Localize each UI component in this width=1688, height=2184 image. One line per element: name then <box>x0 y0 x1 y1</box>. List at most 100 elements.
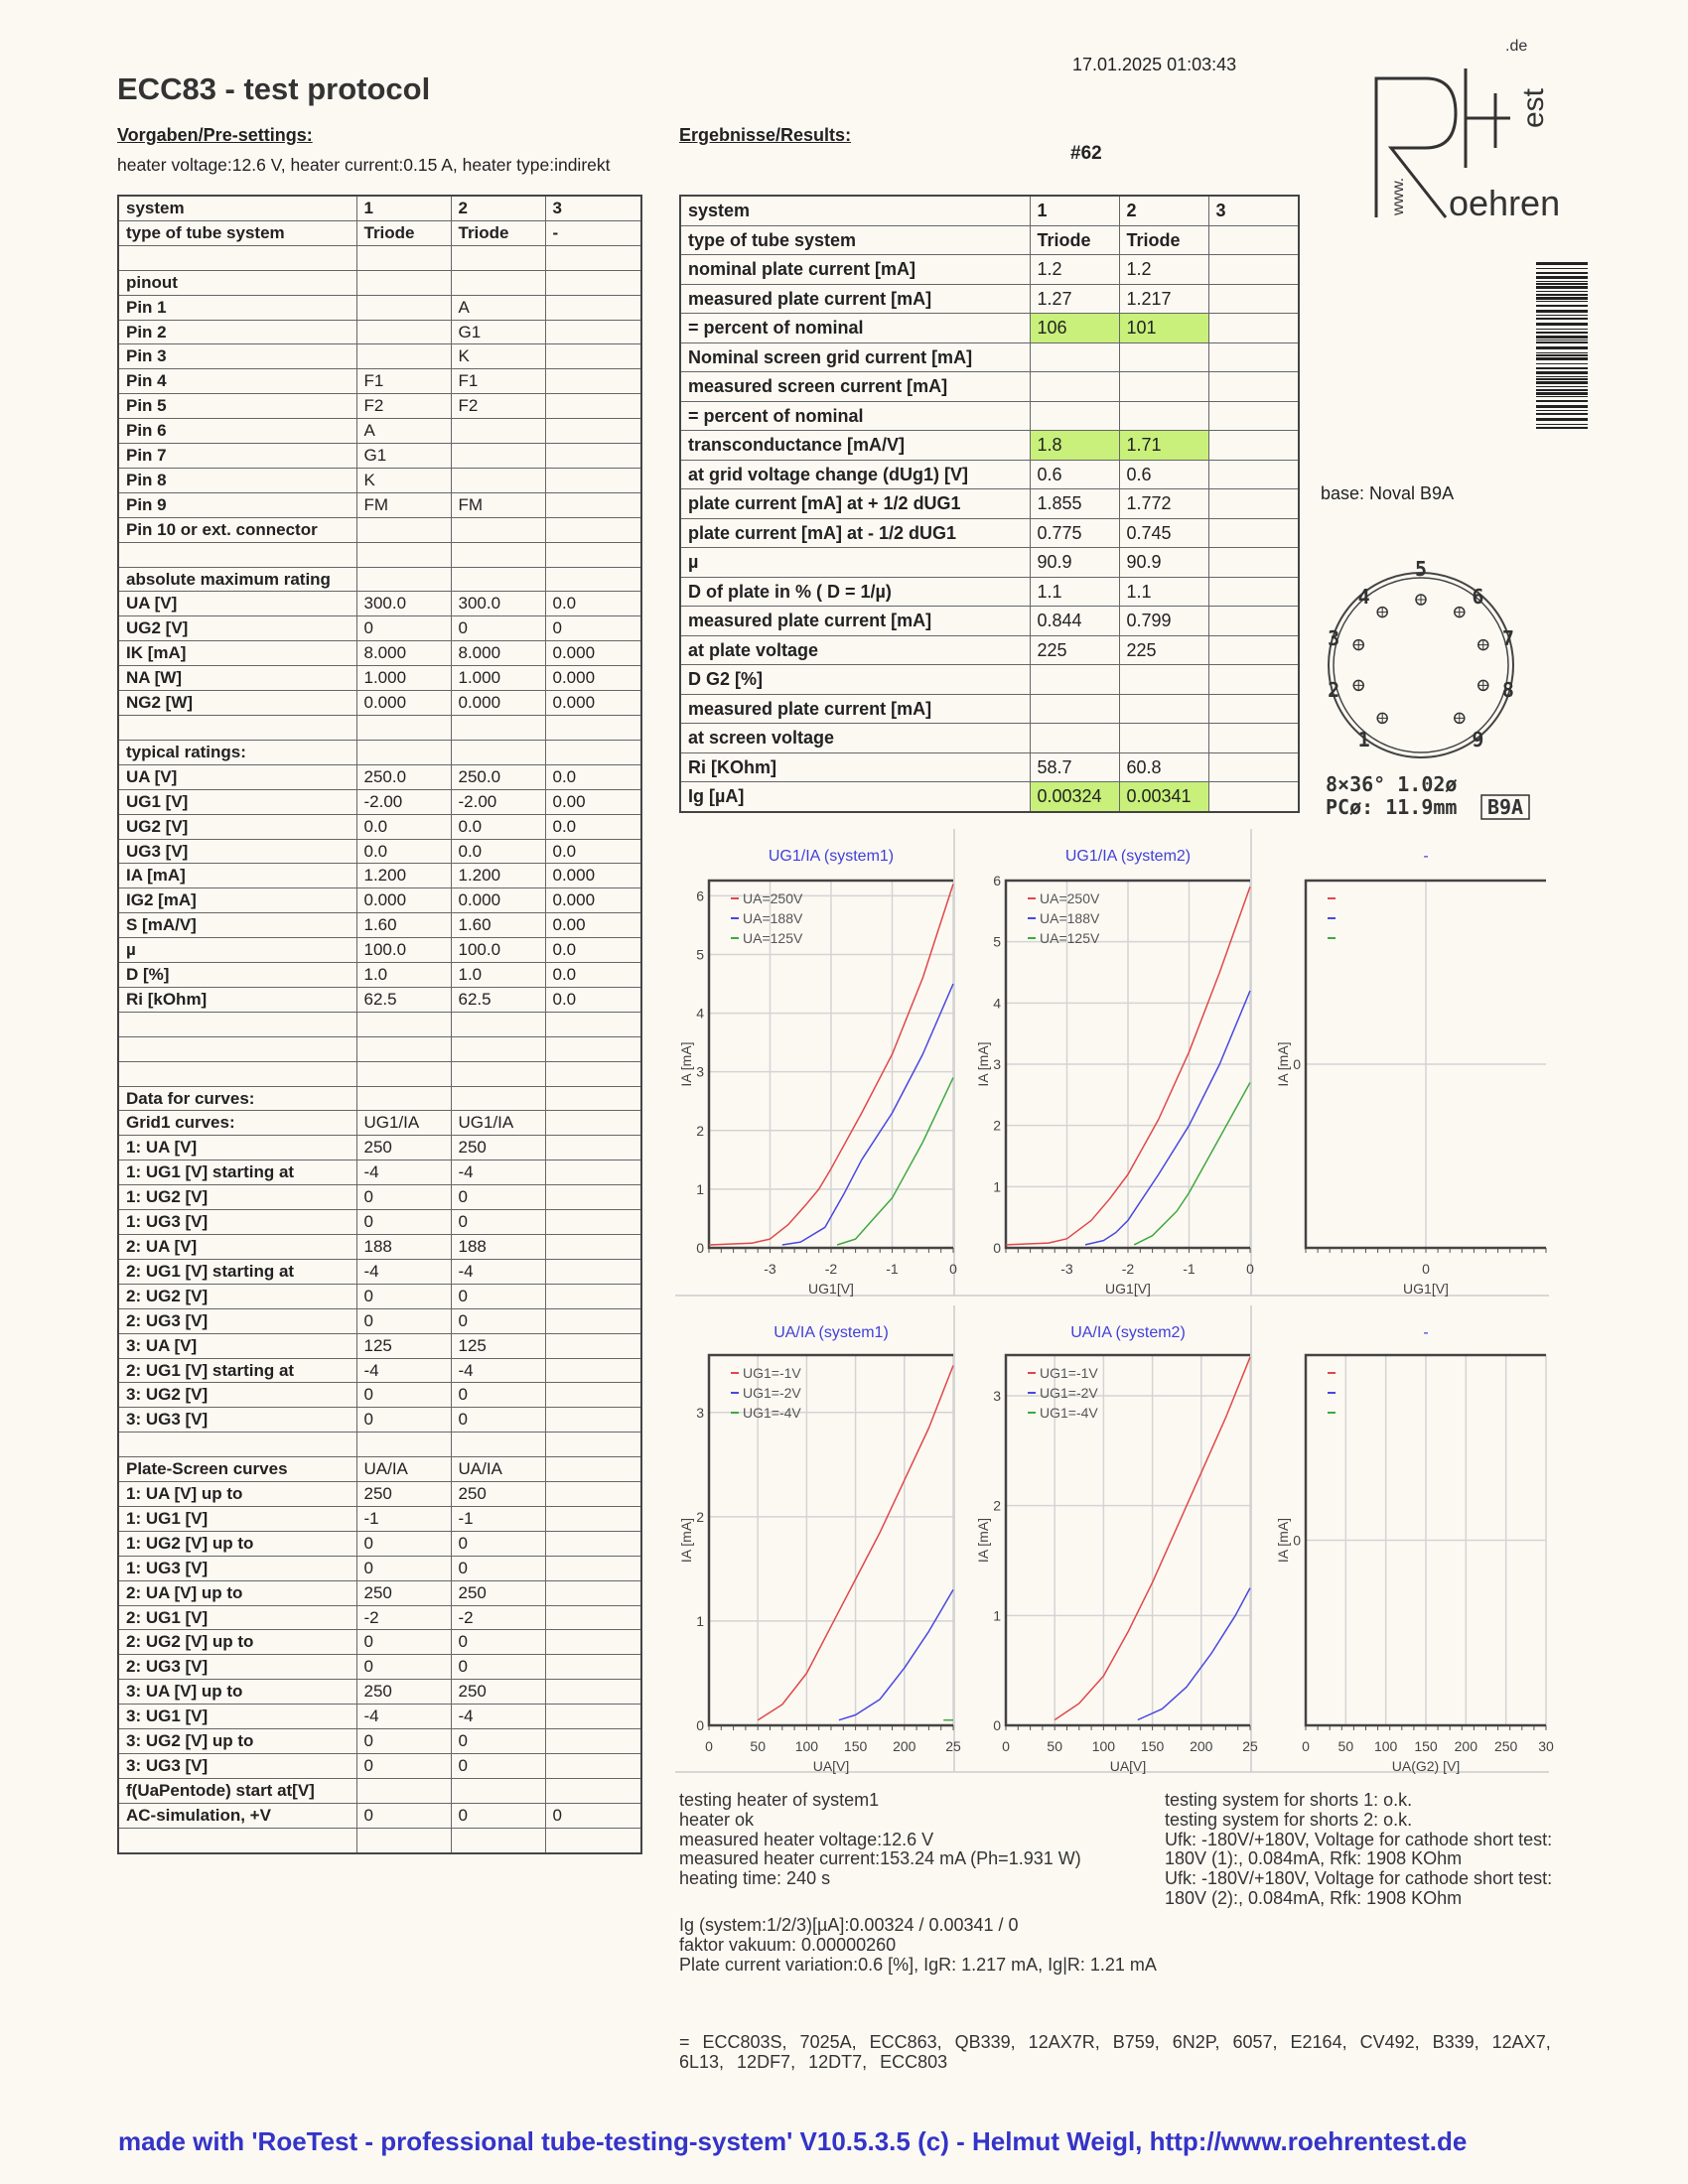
barcode-bar <box>1536 323 1588 326</box>
table-row: 1: UG3 [V] 0 0 <box>117 1555 642 1581</box>
value-cell-system-3 <box>1207 781 1300 812</box>
value-cell-system-2 <box>450 443 546 469</box>
value-cell-system-3 <box>544 739 642 765</box>
value-cell-system-1: 250 <box>355 1679 452 1706</box>
series-line-2 <box>1137 1587 1251 1721</box>
value-cell-system-3 <box>1207 517 1300 548</box>
x-tick-label: 200 <box>1455 1738 1478 1754</box>
table-row: D G2 [%] <box>679 664 1300 695</box>
value-cell-system-2: G1 <box>450 319 546 345</box>
base-spec-angle: 8×36° 1.02ø <box>1326 772 1457 796</box>
value-cell-system-3: 0.0 <box>544 986 642 1013</box>
table-row: measured screen current [mA] <box>679 371 1300 402</box>
info-line: heating time: 240 s <box>679 1868 831 1889</box>
barcode-bar <box>1536 305 1588 307</box>
row-label: 2: UG2 [V] <box>117 1283 357 1309</box>
value-cell-system-3 <box>1207 400 1300 431</box>
value-cell-system-1 <box>1029 723 1120 753</box>
value-cell-system-3 <box>544 1579 642 1606</box>
table-row: 1: UA [V] up to 250 250 <box>117 1481 642 1507</box>
barcode-bar <box>1536 346 1588 349</box>
value-cell-system-2 <box>1118 664 1209 695</box>
info-line: Ufk: -180V/+180V, Voltage for cathode sh… <box>1165 1829 1553 1849</box>
value-cell-system-1 <box>355 1060 452 1087</box>
table-row: NA [W] 1.000 1.000 0.000 <box>117 665 642 692</box>
value-cell-system-3 <box>544 393 642 420</box>
value-cell-system-1: UA/IA <box>355 1456 452 1483</box>
row-label: 3: UG3 [V] <box>117 1752 357 1779</box>
base-label: base: Noval B9A <box>1321 483 1455 503</box>
legend-label: UA=125V <box>1040 930 1100 946</box>
value-cell-system-2: 1.200 <box>450 863 546 889</box>
row-label: 2: UG1 [V] starting at <box>117 1357 357 1384</box>
value-cell-system-2: 0.000 <box>450 690 546 716</box>
legend-label: UA=188V <box>1040 910 1100 926</box>
chart-1: UG1/IA (system1) 0 1 2 3 4 5 6 -3 -2 -1 0 UG1[V] IA [… <box>678 848 957 1297</box>
info-line: Ig (system:1/2/3)[µA]:0.00324 / 0.00341 … <box>679 1915 1019 1935</box>
value-cell-system-3 <box>544 1505 642 1532</box>
table-row: Grid1 curves: UG1/IA UG1/IA <box>117 1110 642 1137</box>
table-row: system 1 2 3 <box>679 195 1300 226</box>
value-cell-system-2: 0.00341 <box>1118 781 1209 812</box>
table-row: 1: UA [V] 250 250 <box>117 1135 642 1161</box>
roehrentest-logo: .de est www. oehren <box>1374 38 1560 223</box>
series-line-2 <box>781 983 954 1246</box>
chart-title: UG1/IA (system2) <box>1065 848 1191 865</box>
value-cell-system-1: -4 <box>355 1357 452 1384</box>
value-cell-system-3: 3 <box>544 195 642 221</box>
value-cell-system-1: UG1/IA <box>355 1110 452 1137</box>
row-label: pinout <box>117 269 357 296</box>
chart-title: UA/IA (system2) <box>1070 1324 1186 1341</box>
value-cell-system-2: 0 <box>450 1184 546 1211</box>
table-row: Ig [µA] 0.00324 0.00341 <box>679 781 1300 812</box>
table-row: µ 90.9 90.9 <box>679 547 1300 578</box>
value-cell-system-3 <box>544 467 642 493</box>
y-tick-label: 3 <box>993 1388 1001 1404</box>
value-cell-system-1: Triode <box>355 219 452 246</box>
value-cell-system-3 <box>1207 723 1300 753</box>
value-cell-system-1: 1.855 <box>1029 488 1120 519</box>
table-row: Pin 4 F1 F1 <box>117 368 642 395</box>
row-label: D of plate in % ( D = 1/µ) <box>679 576 1031 607</box>
value-cell-system-1 <box>355 1085 452 1112</box>
value-cell-system-3: 3 <box>1207 195 1300 226</box>
row-label: measured plate current [mA] <box>679 693 1031 724</box>
table-row: 2: UG3 [V] 0 0 <box>117 1307 642 1334</box>
x-axis-label: UA[V] <box>813 1758 850 1774</box>
vacuum-info: Ig (system:1/2/3)[µA]:0.00324 / 0.00341 … <box>679 1915 1157 1975</box>
barcode-bar <box>1536 396 1588 397</box>
x-tick-label: 0 <box>705 1738 713 1754</box>
barcode-bar <box>1536 400 1588 402</box>
legend-label: UA=125V <box>743 930 803 946</box>
chart-4: UA/IA (system1) 0 1 2 3 0 50 100 150 200 25 UA[V] IA… <box>678 1324 961 1774</box>
row-label: UG2 [V] <box>117 813 357 840</box>
value-cell-system-2: 0 <box>450 1209 546 1235</box>
value-cell-system-2: 62.5 <box>450 986 546 1013</box>
value-cell-system-3: 0.0 <box>544 813 642 840</box>
value-cell-system-2: 90.9 <box>1118 547 1209 578</box>
value-cell-system-1 <box>355 541 452 568</box>
value-cell-system-3 <box>544 1382 642 1409</box>
table-row: 3: UA [V] up to 250 250 <box>117 1679 642 1706</box>
logo-www: www. <box>1390 178 1407 216</box>
base-outline <box>1328 572 1514 758</box>
row-label: absolute maximum rating <box>117 566 357 593</box>
value-cell-system-3 <box>544 1728 642 1754</box>
results-heading: Ergebnisse/Results: <box>679 125 852 145</box>
info-line: 180V (1):, 0.084mA, Rfk: 1908 KOhm <box>1165 1848 1463 1869</box>
barcode-bar <box>1536 294 1588 296</box>
value-cell-system-1: 100.0 <box>355 937 452 964</box>
y-tick-label: 0 <box>696 1717 704 1733</box>
logo-de: .de <box>1505 38 1527 55</box>
base-outline-inner <box>1333 577 1509 753</box>
y-tick-label: 2 <box>696 1123 704 1139</box>
x-tick-label: 0 <box>1422 1261 1430 1277</box>
value-cell-system-3: 0.0 <box>544 937 642 964</box>
value-cell-system-3: 0.0 <box>544 838 642 865</box>
table-row: UG2 [V] 0 0 0 <box>117 615 642 642</box>
y-tick-label: 3 <box>696 1405 704 1421</box>
row-label: 3: UG3 [V] <box>117 1407 357 1433</box>
legend-label: UG1=-1V <box>1040 1365 1098 1381</box>
value-cell-system-3: 0.000 <box>544 863 642 889</box>
table-row: NG2 [W] 0.000 0.000 0.000 <box>117 690 642 716</box>
